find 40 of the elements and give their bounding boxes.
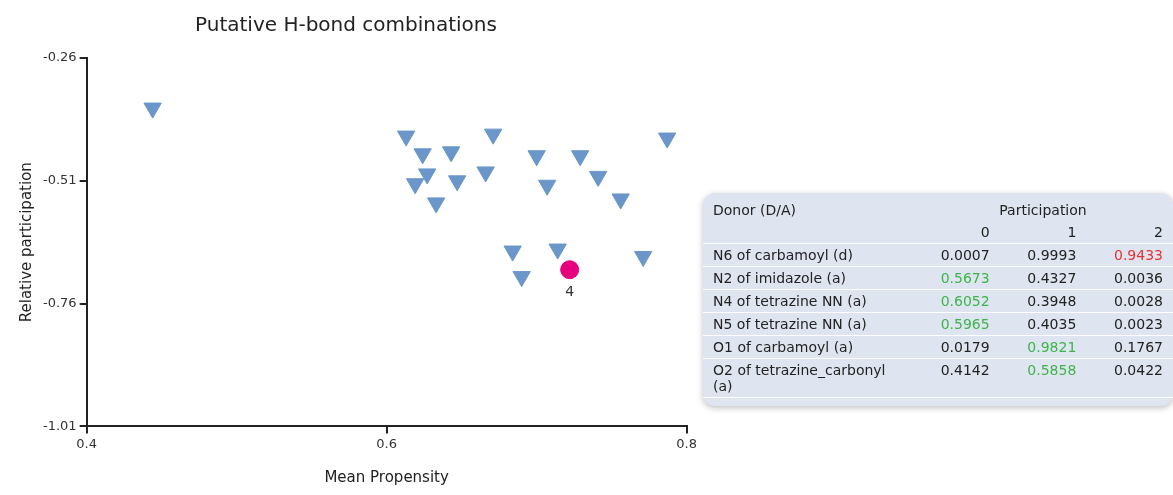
text: 0.0007 <box>940 247 990 263</box>
x-axis-title: Mean Propensity <box>324 467 449 486</box>
category-label: N4 of tetrazine NN (a) <box>713 293 867 309</box>
text: 0.0028 <box>1114 293 1163 309</box>
text: 0.4035 <box>1027 316 1077 332</box>
text: Participation <box>998 201 1088 220</box>
text: 0.4327 <box>1027 270 1077 286</box>
text: 0.6052 <box>940 293 990 309</box>
y-tick-label: -1.01 <box>43 417 77 433</box>
text: Donor (D/A) <box>712 201 797 220</box>
text: 0.5965 <box>940 316 990 332</box>
category-label: O2 of tetrazine_carbonyl (a) <box>713 362 886 394</box>
text: 0.9433 <box>1114 247 1163 263</box>
text: 0.0023 <box>1114 316 1163 332</box>
category-label: 1 <box>999 221 1087 244</box>
text: 0.0036 <box>1114 270 1163 286</box>
category-label: N5 of tetrazine NN (a) <box>713 316 867 332</box>
x-tick-label: 0.6 <box>376 435 397 451</box>
category-label: 2 <box>1086 221 1173 244</box>
y-tick-label: -0.76 <box>43 294 77 310</box>
chart-title: Putative H-bond combinations <box>195 12 497 37</box>
text: 0.1767 <box>1114 339 1163 355</box>
text: 0.9993 <box>1027 247 1077 263</box>
y-axis-title: Relative participation <box>16 162 35 323</box>
x-tick-label: 0.4 <box>76 435 97 451</box>
y-tick-label: -0.26 <box>43 49 77 65</box>
text: 0.5858 <box>1027 362 1077 378</box>
text: 0.3948 <box>1027 293 1077 309</box>
category-label: O1 of carbamoyl (a) <box>713 339 854 355</box>
category-label: N2 of imidazole (a) <box>713 270 847 286</box>
text: 0.4142 <box>940 362 990 378</box>
category-label: N6 of carbamoyl (d) <box>713 247 853 263</box>
annotation: 4 <box>565 283 575 300</box>
text: 0.5673 <box>940 270 990 286</box>
text: 0.0422 <box>1114 362 1163 378</box>
text: 0.9821 <box>1027 339 1077 355</box>
text: 0.0179 <box>940 339 990 355</box>
x-tick-label: 0.8 <box>676 435 698 451</box>
y-tick-label: -0.51 <box>43 172 77 188</box>
category-label: 0 <box>913 221 1000 244</box>
